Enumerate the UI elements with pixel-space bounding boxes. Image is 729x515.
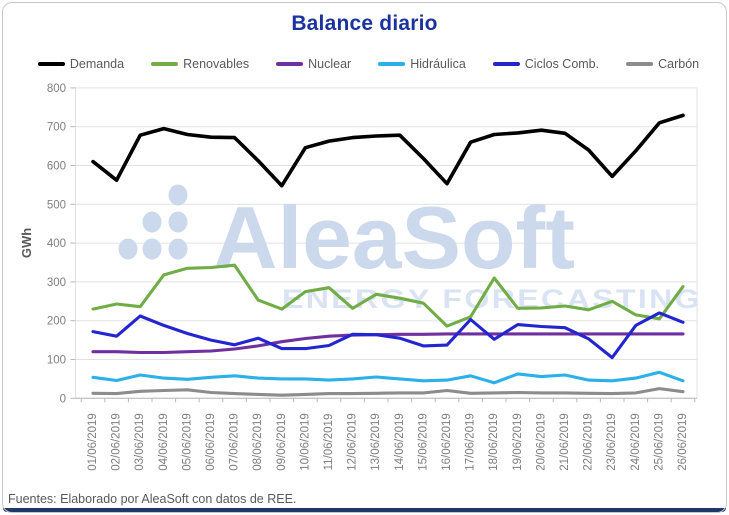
svg-text:06/06/2019: 06/06/2019: [205, 413, 217, 471]
series-line-carb-n: [91, 387, 685, 397]
chart-title: Balance diario: [291, 12, 438, 35]
bottom-accent-bar: [3, 508, 726, 512]
legend-item-demanda: Demanda: [37, 57, 125, 71]
svg-text:11/06/2019: 11/06/2019: [323, 414, 335, 471]
svg-text:200: 200: [47, 316, 66, 328]
svg-text:500: 500: [47, 199, 66, 211]
series-line-demanda: [91, 113, 685, 188]
legend-swatch: [151, 62, 179, 66]
svg-text:25/06/2019: 25/06/2019: [653, 413, 665, 471]
svg-text:13/06/2019: 13/06/2019: [370, 413, 382, 471]
svg-text:300: 300: [47, 277, 66, 289]
series-line-renovables: [91, 263, 685, 328]
legend-item-hidr-ulica: Hidráulica: [378, 57, 466, 71]
svg-text:15/06/2019: 15/06/2019: [417, 413, 429, 471]
svg-text:14/06/2019: 14/06/2019: [394, 413, 406, 471]
svg-text:12/06/2019: 12/06/2019: [347, 413, 359, 471]
svg-text:800: 800: [47, 83, 66, 95]
svg-text:16/06/2019: 16/06/2019: [441, 413, 453, 471]
legend-label: Hidráulica: [410, 57, 466, 71]
watermark-logo-dot: [142, 211, 162, 233]
chart-legend: Demanda Renovables Nuclear Hidráulica Ciclos…: [30, 57, 707, 71]
svg-text:10/06/2019: 10/06/2019: [299, 413, 311, 471]
watermark-brand: AleaSoft: [213, 188, 575, 287]
legend-swatch: [626, 62, 654, 66]
svg-text:17/06/2019: 17/06/2019: [465, 413, 477, 471]
legend-label: Ciclos Comb.: [524, 57, 600, 71]
legend-item-nuclear: Nuclear: [276, 57, 351, 71]
legend-item-carb-n: Carbón: [626, 57, 699, 71]
legend-swatch: [276, 62, 304, 66]
watermark-logo-dot: [118, 238, 138, 260]
svg-text:09/06/2019: 09/06/2019: [276, 413, 288, 471]
svg-text:400: 400: [47, 238, 66, 250]
legend-swatch: [492, 62, 520, 66]
legend-label: Renovables: [183, 57, 250, 71]
axis-ticks: [70, 87, 696, 403]
legend-item-renovables: Renovables: [151, 57, 249, 71]
svg-text:600: 600: [47, 161, 66, 173]
svg-text:07/06/2019: 07/06/2019: [229, 413, 241, 471]
svg-text:01/06/2019: 01/06/2019: [87, 413, 99, 471]
svg-text:700: 700: [47, 122, 66, 134]
watermark-logo-dot: [168, 184, 188, 206]
series-line-nuclear: [91, 332, 685, 355]
footer-source-text: Fuentes: Elaborado por AleaSoft con dato…: [8, 492, 297, 506]
watermark-logo-dot: [168, 211, 188, 233]
svg-text:03/06/2019: 03/06/2019: [134, 413, 146, 471]
y-axis-labels: 0 100 200 300 400 500 600 700 800: [47, 83, 66, 405]
watermark-tagline: ENERGY FORECASTING: [282, 284, 702, 314]
legend-swatch: [378, 62, 406, 66]
svg-text:02/06/2019: 02/06/2019: [111, 413, 123, 471]
svg-text:04/06/2019: 04/06/2019: [158, 413, 170, 471]
series-line-hidr-ulica: [91, 370, 685, 385]
watermark-logo-dot: [168, 238, 188, 260]
svg-text:24/06/2019: 24/06/2019: [630, 413, 642, 471]
svg-text:22/06/2019: 22/06/2019: [583, 413, 595, 471]
svg-text:21/06/2019: 21/06/2019: [559, 413, 571, 471]
svg-text:08/06/2019: 08/06/2019: [252, 413, 264, 471]
legend-item-ciclos-comb-: Ciclos Comb.: [492, 57, 600, 71]
legend-label: Demanda: [69, 57, 125, 71]
x-axis-labels: 01/06/2019 02/06/2019 03/06/2019 04/06/2019…: [87, 413, 689, 471]
legend-swatch: [37, 62, 65, 66]
svg-text:05/06/2019: 05/06/2019: [181, 413, 193, 471]
svg-text:0: 0: [60, 393, 66, 405]
legend-label: Nuclear: [308, 57, 352, 71]
svg-text:26/06/2019: 26/06/2019: [677, 413, 689, 471]
series-line-ciclos-comb-: [91, 311, 685, 360]
svg-text:100: 100: [47, 355, 66, 367]
svg-text:18/06/2019: 18/06/2019: [488, 413, 500, 471]
watermark-logo-dot: [142, 238, 162, 260]
y-axis-title: GWh: [19, 228, 34, 258]
svg-text:19/06/2019: 19/06/2019: [512, 413, 524, 471]
legend-label: Carbón: [658, 57, 700, 71]
svg-text:23/06/2019: 23/06/2019: [606, 413, 618, 471]
svg-text:20/06/2019: 20/06/2019: [535, 413, 547, 471]
